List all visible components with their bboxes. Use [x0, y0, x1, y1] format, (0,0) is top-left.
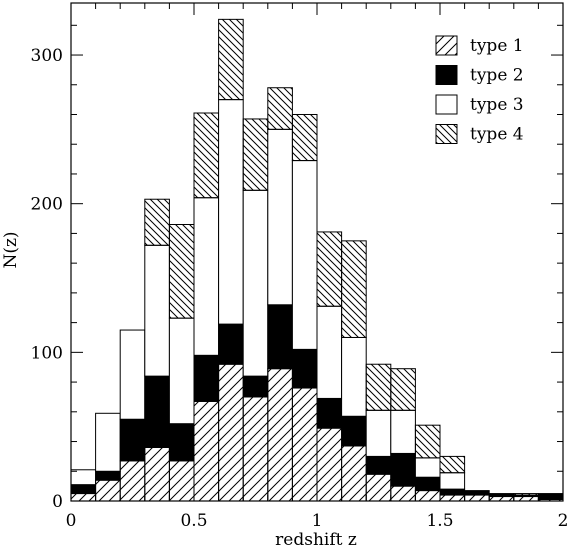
- bar-type-4-bin-4: [168, 223, 195, 319]
- legend-swatch-type-1: [435, 35, 458, 56]
- bar-type-2-bin-17: [488, 493, 515, 498]
- legend-label: type 4: [470, 125, 524, 145]
- bar-type-2-bin-7: [242, 375, 269, 398]
- x-tick-label: 1: [312, 511, 323, 531]
- bar-type-2-bin-16: [464, 490, 490, 496]
- y-tick-label: 0: [52, 492, 63, 512]
- bar-type-1-bin-1: [95, 479, 121, 502]
- bar-type-4-bin-14: [414, 424, 441, 459]
- bar-type-2-bin-14: [414, 476, 441, 492]
- bar-type-3-bin-14: [414, 457, 441, 478]
- y-tick-label: 200: [31, 195, 63, 215]
- x-tick-label: 0.5: [180, 511, 207, 531]
- legend-label: type 2: [470, 66, 524, 86]
- bar-type-1-bin-11: [341, 445, 367, 502]
- bar-type-1-bin-0: [70, 493, 97, 502]
- bar-type-4-bin-13: [390, 368, 416, 411]
- bar-type-1-bin-2: [119, 460, 146, 502]
- legend-swatch-type-2: [435, 65, 458, 85]
- bar-type-3-bin-6: [218, 99, 244, 325]
- y-axis-label: N(z): [1, 231, 21, 268]
- bar-type-1-bin-4: [168, 460, 195, 502]
- bar-type-1-bin-5: [193, 400, 220, 502]
- bar-type-2-bin-9: [291, 348, 318, 389]
- x-tick-label: 0: [66, 511, 77, 531]
- bar-type-4-bin-6: [218, 18, 244, 101]
- bar-type-1-bin-10: [316, 427, 343, 502]
- bar-type-2-bin-8: [267, 304, 293, 370]
- bar-type-1-bin-6: [218, 363, 244, 502]
- legend-label: type 1: [470, 36, 524, 56]
- bar-type-3-bin-5: [193, 197, 220, 356]
- bar-type-2-bin-3: [144, 375, 170, 448]
- bar-type-4-bin-9: [291, 113, 318, 162]
- bar-type-2-bin-19: [537, 493, 564, 501]
- bar-type-2-bin-1: [95, 470, 121, 481]
- bar-type-2-bin-2: [119, 418, 146, 462]
- bar-type-3-bin-8: [267, 128, 293, 306]
- bar-type-1-bin-3: [144, 446, 170, 502]
- bar-type-2-bin-15: [439, 488, 466, 496]
- bar-type-2-bin-12: [365, 455, 392, 475]
- bar-type-3-bin-2: [119, 329, 146, 420]
- bar-type-1-bin-12: [365, 473, 392, 502]
- bar-type-2-bin-0: [70, 484, 97, 495]
- legend: type 1 type 2 type 3 type 4: [435, 35, 524, 145]
- bar-type-1-bin-15: [439, 494, 466, 502]
- bar-type-4-bin-8: [267, 87, 293, 130]
- bar-type-4-bin-10: [316, 231, 343, 307]
- bar-type-3-bin-3: [144, 244, 170, 377]
- x-tick-label: 2: [558, 511, 568, 531]
- bar-type-4-bin-15: [439, 455, 466, 474]
- bar-type-3-bin-9: [291, 160, 318, 350]
- bar-type-4-bin-12: [365, 363, 392, 411]
- x-axis-label: redshift z: [275, 530, 357, 549]
- y-tick-label: 100: [31, 343, 63, 363]
- bar-type-3-bin-4: [168, 317, 195, 425]
- x-tick-label: 1.5: [426, 511, 453, 531]
- bar-type-1-bin-7: [242, 396, 269, 502]
- y-tick-label: 300: [31, 46, 63, 66]
- bar-type-1-bin-14: [414, 490, 441, 502]
- bar-type-2-bin-4: [168, 423, 195, 462]
- bar-type-1-bin-17: [488, 496, 515, 502]
- bar-type-3-bin-0: [70, 469, 97, 486]
- bar-type-4-bin-18: [513, 493, 539, 496]
- legend-swatch-type-4: [435, 124, 458, 144]
- bar-type-4-bin-5: [193, 112, 220, 199]
- legend-swatch-type-3: [435, 94, 458, 115]
- bar-type-2-bin-6: [218, 323, 244, 365]
- bar-type-2-bin-5: [193, 354, 220, 402]
- bar-type-4-bin-11: [341, 240, 367, 338]
- bar-type-1-bin-18: [513, 496, 539, 502]
- bar-type-1-bin-8: [267, 368, 293, 502]
- bar-type-1-bin-13: [390, 485, 416, 502]
- bar-type-2-bin-11: [341, 415, 367, 447]
- bar-type-3-bin-10: [316, 305, 343, 399]
- bar-type-2-bin-13: [390, 452, 416, 487]
- bar-type-3-bin-11: [341, 336, 367, 417]
- bar-type-3-bin-15: [439, 472, 466, 490]
- bar-type-4-bin-7: [242, 118, 269, 191]
- bar-type-3-bin-13: [390, 409, 416, 454]
- bar-type-1-bin-9: [291, 387, 318, 502]
- legend-label: type 3: [470, 95, 524, 115]
- bar-type-3-bin-7: [242, 189, 269, 377]
- bar-type-3-bin-12: [365, 409, 392, 457]
- bar-type-2-bin-10: [316, 397, 343, 429]
- bar-type-3-bin-1: [95, 412, 121, 472]
- bars-layer: [70, 18, 564, 502]
- bar-type-1-bin-16: [464, 494, 490, 502]
- axis-ticks: 0 0.5 1 1.5 2 0 100 200 300: [31, 3, 568, 531]
- bar-type-4-bin-3: [144, 198, 170, 246]
